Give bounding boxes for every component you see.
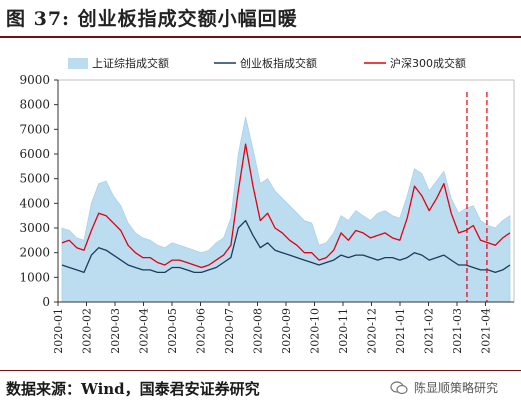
chinext-turnover-chart: 0 1000 2000 3000 4000 5000 6000 7000 8000 9000 20…: [19, 56, 515, 354]
x-tick-label: 2020-02: [81, 308, 94, 354]
x-tick-label: 2021-03: [451, 308, 464, 354]
x-tick-label: 2020-09: [280, 308, 293, 354]
x-tick-label: 2020-12: [366, 308, 379, 354]
area-layer: [61, 116, 511, 303]
y-tick-label: 9000: [19, 73, 50, 87]
y-tick-label: 7000: [19, 122, 50, 136]
x-tick-label: 2020-11: [337, 308, 350, 354]
x-tick-label: 2020-03: [109, 308, 122, 354]
y-tick-label: 3000: [19, 221, 50, 235]
x-axis: 2020-01 2020-02 2020-03 2020-04 2020-05 2020-…: [52, 301, 514, 354]
x-tick-label: 2021-01: [394, 308, 407, 354]
x-tick-label: 2020-04: [138, 308, 151, 354]
title-rule: [0, 36, 521, 38]
y-tick-label: 1000: [19, 270, 50, 284]
x-tick-label: 2020-05: [166, 308, 179, 354]
y-axis: 0 1000 2000 3000 4000 5000 6000 7000 8000 9000: [19, 73, 59, 309]
x-tick-label: 2020-07: [223, 308, 236, 354]
watermark-label: 陈显顺策略研究: [414, 381, 499, 395]
wechat-icon: [390, 380, 408, 394]
legend-swatch-sse: [68, 58, 88, 69]
x-tick-label: 2020-08: [252, 308, 265, 354]
lines-layer: [61, 143, 511, 274]
x-tick-label: 2021-02: [423, 308, 436, 354]
y-tick-label: 4000: [19, 196, 50, 210]
y-tick-label: 0: [42, 295, 50, 309]
markers-layer: [466, 92, 488, 302]
x-tick-label: 2020-01: [52, 308, 65, 354]
x-tick-label: 2020-06: [195, 308, 208, 354]
series-area-sse-turnover: [61, 116, 511, 303]
legend: 上证综指成交额 创业板指成交额 沪深300成交额: [68, 56, 466, 70]
series-line-chinext: [61, 219, 511, 274]
y-tick-label: 6000: [19, 147, 50, 161]
legend-label-chinext: 创业板指成交额: [240, 56, 317, 70]
x-tick-label: 2020-10: [309, 308, 322, 354]
footer-rule: [0, 370, 521, 371]
legend-label-sse: 上证综指成交额: [92, 56, 169, 70]
x-tick-label: 2021-04: [480, 308, 493, 354]
y-tick-label: 2000: [19, 246, 50, 260]
legend-label-hs300: 沪深300成交额: [390, 56, 466, 70]
y-tick-label: 8000: [19, 98, 50, 112]
watermark: 陈显顺策略研究: [390, 379, 499, 396]
y-tick-label: 5000: [19, 172, 50, 186]
figure-title: 图 37: 创业板指成交额小幅回暖: [6, 8, 298, 30]
source-note: 数据来源：Wind，国泰君安证券研究: [6, 380, 260, 398]
series-line-hs300: [61, 143, 511, 269]
